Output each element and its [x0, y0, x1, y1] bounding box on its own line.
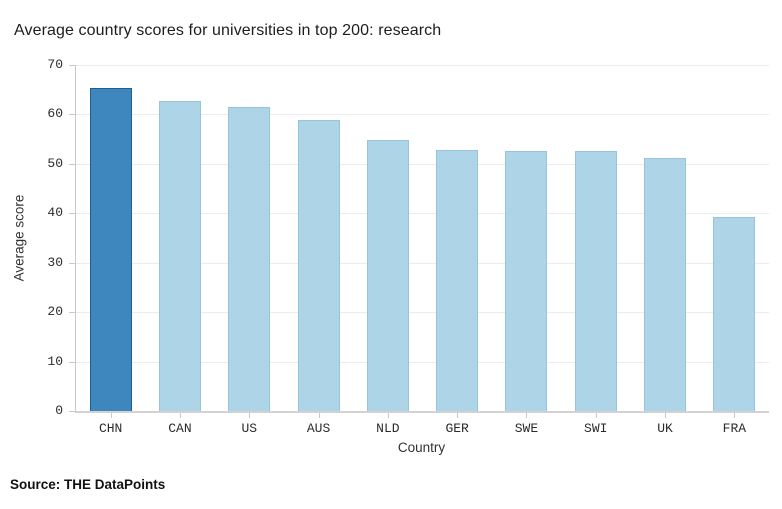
y-tick-label-20: 20 [47, 304, 63, 320]
bar-ger[interactable] [436, 150, 479, 411]
x-tick-label-aus: AUS [306, 421, 331, 436]
source-caption: Source: THE DataPoints [10, 477, 166, 492]
y-tick-mark-50 [69, 163, 75, 165]
y-tick-mark-0 [69, 411, 75, 412]
x-tick-label-swe: SWE [514, 421, 539, 436]
y-tick-mark-20 [69, 312, 75, 314]
x-tick-label-ger: GER [445, 421, 469, 436]
x-tick-label-can: CAN [168, 421, 192, 436]
gridline-y-10 [76, 361, 769, 363]
x-tick-mark-chn [110, 413, 112, 418]
gridline-y-40 [76, 213, 769, 215]
x-tick-mark-us [249, 413, 251, 418]
bar-fra[interactable] [713, 217, 756, 411]
x-tick-label-swi: SWI [584, 421, 608, 436]
gridline-y-70 [76, 65, 769, 66]
bar-us[interactable] [228, 106, 271, 411]
bar-can[interactable] [158, 101, 201, 411]
y-tick-mark-10 [69, 361, 75, 363]
x-tick-mark-uk [665, 413, 667, 418]
x-tick-mark-fra [734, 413, 736, 418]
y-tick-label-70: 70 [47, 57, 63, 72]
x-tick-mark-swe [526, 413, 528, 418]
gridline-y-50 [76, 163, 769, 165]
y-tick-mark-60 [69, 114, 75, 116]
x-tick-label-nld: NLD [376, 421, 400, 436]
y-tick-mark-70 [69, 65, 75, 66]
bar-uk[interactable] [644, 157, 687, 411]
y-tick-label-10: 10 [47, 353, 63, 369]
x-tick-mark-aus [318, 413, 320, 418]
x-tick-label-fra: FRA [722, 421, 747, 436]
bar-aus[interactable] [297, 119, 340, 411]
bar-nld[interactable] [366, 139, 409, 411]
x-tick-label-us: US [241, 421, 258, 436]
y-tick-label-30: 30 [47, 254, 63, 270]
plot-area: 0 10 20 30 40 50 60 70 CHN CAN US AUS NLD GER SWE SWI UK… [47, 57, 769, 436]
x-tick-mark-nld [387, 413, 389, 418]
y-tick-mark-30 [69, 262, 75, 264]
x-tick-label-uk: UK [657, 421, 673, 436]
gridline-y-60 [76, 114, 769, 116]
y-tick-label-50: 50 [47, 155, 63, 171]
x-tick-mark-ger [457, 413, 459, 418]
y-tick-label-60: 60 [47, 106, 63, 122]
gridline-y-20 [76, 312, 769, 314]
y-tick-label-0: 0 [55, 403, 63, 418]
chart-title: Average country scores for universities … [14, 22, 442, 39]
x-axis-title: Country [397, 440, 446, 455]
x-tick-mark-can [179, 413, 181, 418]
x-tick-mark-swi [595, 413, 597, 418]
gridline-y-30 [76, 262, 769, 264]
bar-swi[interactable] [574, 150, 617, 411]
bar-swe[interactable] [505, 150, 548, 411]
bar-chn[interactable] [89, 88, 132, 411]
y-tick-label-40: 40 [47, 205, 63, 221]
y-tick-mark-40 [69, 213, 75, 215]
x-tick-label-chn: CHN [98, 421, 123, 436]
